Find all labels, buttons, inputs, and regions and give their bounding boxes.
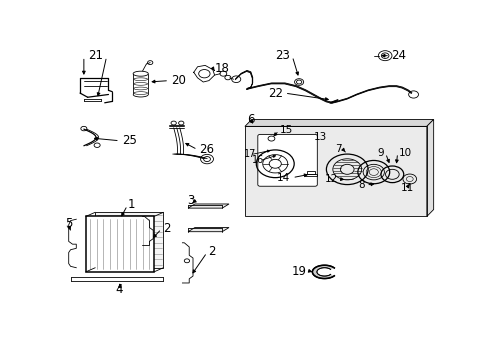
Text: 3: 3 [187,194,194,207]
Text: 26: 26 [199,143,214,157]
Bar [305,174,316,176]
Text: 4: 4 [115,283,122,296]
Text: 15: 15 [280,125,293,135]
Text: 5: 5 [65,217,72,230]
Text: 14: 14 [277,173,290,183]
Text: 18: 18 [214,62,229,75]
Polygon shape [426,120,433,216]
Text: 23: 23 [275,49,290,62]
Text: 19: 19 [291,265,306,278]
Polygon shape [312,265,334,279]
Text: 7: 7 [334,144,341,154]
Text: 20: 20 [171,74,185,87]
Text: 2: 2 [163,222,170,235]
Text: 6: 6 [246,113,254,126]
Text: 12: 12 [324,174,337,184]
Text: 8: 8 [358,180,365,190]
Text: 21: 21 [87,49,102,62]
Polygon shape [244,120,433,126]
Polygon shape [188,228,228,232]
Text: 11: 11 [400,183,413,193]
Text: 9: 9 [377,148,383,158]
Text: 10: 10 [398,148,411,158]
Bar [306,171,314,174]
Text: 2: 2 [208,245,215,258]
Bar [244,126,426,216]
Text: 13: 13 [313,132,326,142]
FancyBboxPatch shape [257,134,317,186]
Text: 1: 1 [127,198,135,211]
Text: 16: 16 [252,155,264,165]
Polygon shape [95,212,163,268]
Text: 25: 25 [122,134,136,147]
Bar [85,216,154,272]
Text: 22: 22 [267,87,282,100]
Polygon shape [188,204,228,208]
Text: 17: 17 [243,149,256,159]
Text: 24: 24 [390,49,405,62]
Polygon shape [244,126,426,216]
